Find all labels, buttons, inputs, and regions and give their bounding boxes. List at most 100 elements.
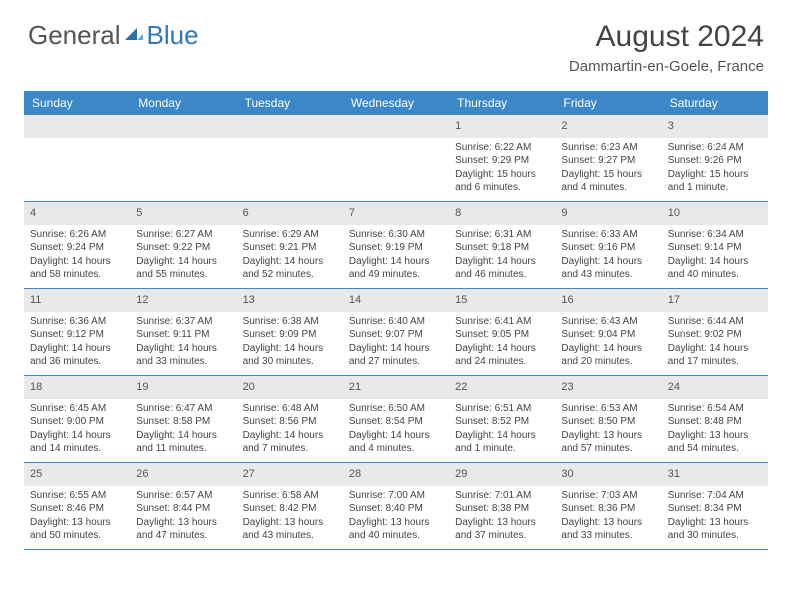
day-number: 18 — [24, 376, 130, 399]
day-number: 24 — [662, 376, 768, 399]
dow-cell: Sunday — [24, 91, 130, 115]
daylight-text: Daylight: 14 hours and 30 minutes. — [243, 342, 337, 369]
day-cell — [24, 115, 130, 201]
day-number: 17 — [662, 289, 768, 312]
sunrise-text: Sunrise: 6:45 AM — [30, 402, 124, 416]
week-row: 4Sunrise: 6:26 AMSunset: 9:24 PMDaylight… — [24, 202, 768, 289]
header: General Blue August 2024 Dammartin-en-Go… — [0, 0, 792, 85]
day-cell: 22Sunrise: 6:51 AMSunset: 8:52 PMDayligh… — [449, 376, 555, 462]
day-body: Sunrise: 6:23 AMSunset: 9:27 PMDaylight:… — [555, 138, 661, 199]
sunset-text: Sunset: 8:58 PM — [136, 415, 230, 429]
daylight-text: Daylight: 14 hours and 14 minutes. — [30, 429, 124, 456]
logo-text-2: Blue — [147, 20, 199, 51]
day-cell: 7Sunrise: 6:30 AMSunset: 9:19 PMDaylight… — [343, 202, 449, 288]
day-number: 1 — [449, 115, 555, 138]
week-row: 1Sunrise: 6:22 AMSunset: 9:29 PMDaylight… — [24, 115, 768, 202]
daylight-text: Daylight: 14 hours and 11 minutes. — [136, 429, 230, 456]
daylight-text: Daylight: 14 hours and 17 minutes. — [668, 342, 762, 369]
day-number — [24, 115, 130, 138]
sunrise-text: Sunrise: 6:22 AM — [455, 141, 549, 155]
day-cell: 2Sunrise: 6:23 AMSunset: 9:27 PMDaylight… — [555, 115, 661, 201]
day-cell: 13Sunrise: 6:38 AMSunset: 9:09 PMDayligh… — [237, 289, 343, 375]
day-body: Sunrise: 6:55 AMSunset: 8:46 PMDaylight:… — [24, 486, 130, 547]
daylight-text: Daylight: 13 hours and 50 minutes. — [30, 516, 124, 543]
sunrise-text: Sunrise: 7:03 AM — [561, 489, 655, 503]
day-number: 6 — [237, 202, 343, 225]
sunrise-text: Sunrise: 6:34 AM — [668, 228, 762, 242]
daylight-text: Daylight: 14 hours and 7 minutes. — [243, 429, 337, 456]
sunrise-text: Sunrise: 6:36 AM — [30, 315, 124, 329]
sunrise-text: Sunrise: 6:51 AM — [455, 402, 549, 416]
day-body: Sunrise: 7:04 AMSunset: 8:34 PMDaylight:… — [662, 486, 768, 547]
day-cell: 31Sunrise: 7:04 AMSunset: 8:34 PMDayligh… — [662, 463, 768, 549]
sunrise-text: Sunrise: 6:26 AM — [30, 228, 124, 242]
day-number — [343, 115, 449, 138]
day-number: 30 — [555, 463, 661, 486]
day-cell: 1Sunrise: 6:22 AMSunset: 9:29 PMDaylight… — [449, 115, 555, 201]
day-body: Sunrise: 6:43 AMSunset: 9:04 PMDaylight:… — [555, 312, 661, 373]
daylight-text: Daylight: 14 hours and 20 minutes. — [561, 342, 655, 369]
sunrise-text: Sunrise: 6:53 AM — [561, 402, 655, 416]
day-number: 16 — [555, 289, 661, 312]
week-row: 25Sunrise: 6:55 AMSunset: 8:46 PMDayligh… — [24, 463, 768, 550]
day-body: Sunrise: 6:36 AMSunset: 9:12 PMDaylight:… — [24, 312, 130, 373]
day-body: Sunrise: 6:22 AMSunset: 9:29 PMDaylight:… — [449, 138, 555, 199]
day-number: 21 — [343, 376, 449, 399]
day-cell — [343, 115, 449, 201]
sunrise-text: Sunrise: 6:43 AM — [561, 315, 655, 329]
sunrise-text: Sunrise: 6:47 AM — [136, 402, 230, 416]
daylight-text: Daylight: 13 hours and 30 minutes. — [668, 516, 762, 543]
day-cell: 19Sunrise: 6:47 AMSunset: 8:58 PMDayligh… — [130, 376, 236, 462]
daylight-text: Daylight: 14 hours and 58 minutes. — [30, 255, 124, 282]
sunrise-text: Sunrise: 6:54 AM — [668, 402, 762, 416]
sunrise-text: Sunrise: 6:41 AM — [455, 315, 549, 329]
daylight-text: Daylight: 14 hours and 24 minutes. — [455, 342, 549, 369]
day-body: Sunrise: 6:48 AMSunset: 8:56 PMDaylight:… — [237, 399, 343, 460]
day-number: 11 — [24, 289, 130, 312]
day-number: 7 — [343, 202, 449, 225]
day-cell: 21Sunrise: 6:50 AMSunset: 8:54 PMDayligh… — [343, 376, 449, 462]
sunrise-text: Sunrise: 7:00 AM — [349, 489, 443, 503]
day-body: Sunrise: 6:58 AMSunset: 8:42 PMDaylight:… — [237, 486, 343, 547]
day-cell: 26Sunrise: 6:57 AMSunset: 8:44 PMDayligh… — [130, 463, 236, 549]
sunset-text: Sunset: 9:21 PM — [243, 241, 337, 255]
daylight-text: Daylight: 13 hours and 54 minutes. — [668, 429, 762, 456]
daylight-text: Daylight: 13 hours and 43 minutes. — [243, 516, 337, 543]
day-number: 13 — [237, 289, 343, 312]
sunrise-text: Sunrise: 7:01 AM — [455, 489, 549, 503]
sunset-text: Sunset: 9:00 PM — [30, 415, 124, 429]
day-body: Sunrise: 7:00 AMSunset: 8:40 PMDaylight:… — [343, 486, 449, 547]
day-number: 8 — [449, 202, 555, 225]
sunset-text: Sunset: 9:12 PM — [30, 328, 124, 342]
day-body: Sunrise: 6:31 AMSunset: 9:18 PMDaylight:… — [449, 225, 555, 286]
sunrise-text: Sunrise: 6:40 AM — [349, 315, 443, 329]
sunset-text: Sunset: 8:44 PM — [136, 502, 230, 516]
day-number: 9 — [555, 202, 661, 225]
day-cell: 4Sunrise: 6:26 AMSunset: 9:24 PMDaylight… — [24, 202, 130, 288]
day-body: Sunrise: 6:50 AMSunset: 8:54 PMDaylight:… — [343, 399, 449, 460]
sunrise-text: Sunrise: 6:50 AM — [349, 402, 443, 416]
sunrise-text: Sunrise: 6:58 AM — [243, 489, 337, 503]
day-cell: 8Sunrise: 6:31 AMSunset: 9:18 PMDaylight… — [449, 202, 555, 288]
day-body: Sunrise: 6:40 AMSunset: 9:07 PMDaylight:… — [343, 312, 449, 373]
sunset-text: Sunset: 8:56 PM — [243, 415, 337, 429]
day-cell: 6Sunrise: 6:29 AMSunset: 9:21 PMDaylight… — [237, 202, 343, 288]
day-body: Sunrise: 6:45 AMSunset: 9:00 PMDaylight:… — [24, 399, 130, 460]
sunset-text: Sunset: 8:36 PM — [561, 502, 655, 516]
day-number: 22 — [449, 376, 555, 399]
day-number: 28 — [343, 463, 449, 486]
sunrise-text: Sunrise: 6:24 AM — [668, 141, 762, 155]
sunset-text: Sunset: 8:38 PM — [455, 502, 549, 516]
day-cell: 17Sunrise: 6:44 AMSunset: 9:02 PMDayligh… — [662, 289, 768, 375]
day-cell: 9Sunrise: 6:33 AMSunset: 9:16 PMDaylight… — [555, 202, 661, 288]
sunset-text: Sunset: 8:48 PM — [668, 415, 762, 429]
day-cell: 18Sunrise: 6:45 AMSunset: 9:00 PMDayligh… — [24, 376, 130, 462]
sunset-text: Sunset: 8:54 PM — [349, 415, 443, 429]
day-cell: 3Sunrise: 6:24 AMSunset: 9:26 PMDaylight… — [662, 115, 768, 201]
daylight-text: Daylight: 14 hours and 52 minutes. — [243, 255, 337, 282]
day-number: 12 — [130, 289, 236, 312]
day-cell: 15Sunrise: 6:41 AMSunset: 9:05 PMDayligh… — [449, 289, 555, 375]
daylight-text: Daylight: 13 hours and 40 minutes. — [349, 516, 443, 543]
sunset-text: Sunset: 9:24 PM — [30, 241, 124, 255]
day-body: Sunrise: 6:30 AMSunset: 9:19 PMDaylight:… — [343, 225, 449, 286]
